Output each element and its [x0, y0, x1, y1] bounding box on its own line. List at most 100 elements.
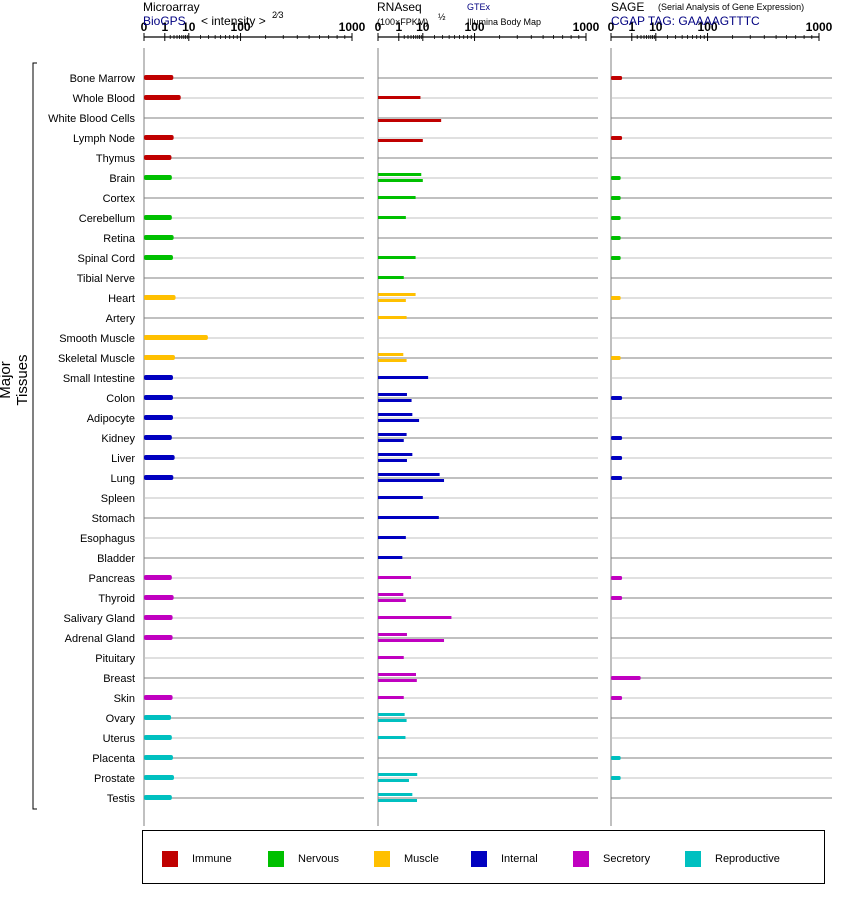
- tissue-label: Bladder: [97, 553, 135, 565]
- microarray-tick-label: 10: [182, 20, 196, 34]
- rnaseq-gtex-bar: [378, 656, 404, 659]
- legend-label-immune: Immune: [192, 853, 232, 865]
- sage-tick-label: 1: [628, 20, 635, 34]
- tissue-label: Brain: [109, 173, 135, 185]
- tissue-label: Cerebellum: [79, 213, 135, 225]
- legend-item-muscle: Muscle: [374, 851, 439, 867]
- legend-label-secretory: Secretory: [603, 853, 651, 865]
- rnaseq-tick-label: 10: [416, 20, 430, 34]
- microarray-bar: [144, 155, 172, 160]
- rnaseq-gtex-bar: [378, 593, 404, 596]
- sage-bar: [611, 476, 623, 480]
- microarray-bar: [144, 355, 175, 360]
- rnaseq-gtex-bar: [378, 616, 452, 619]
- tissue-label: Ovary: [106, 713, 136, 725]
- tissue-label: Salivary Gland: [63, 613, 135, 625]
- legend-item-internal: Internal: [471, 851, 538, 867]
- microarray-tick-label: 1000: [339, 20, 366, 34]
- sage-bar: [611, 436, 623, 440]
- legend-swatch-internal: [471, 851, 487, 867]
- microarray-bar: [144, 575, 172, 580]
- tissue-label: Breast: [103, 673, 135, 685]
- tissue-label: Retina: [103, 233, 136, 245]
- rnaseq-ibm-bar: [378, 359, 407, 362]
- microarray-bar: [144, 595, 174, 600]
- sage-tick-label: 0: [608, 20, 615, 34]
- legend-label-nervous: Nervous: [298, 853, 339, 865]
- rnaseq-gtex-bar: [378, 453, 413, 456]
- tissue-label: Lymph Node: [73, 133, 135, 145]
- legend-swatch-immune: [162, 851, 178, 867]
- legend-swatch-secretory: [573, 851, 589, 867]
- sage-tick-label: 10: [649, 20, 663, 34]
- rnaseq-gtex-bar: [378, 96, 421, 99]
- tissue-label: Tibial Nerve: [77, 273, 135, 285]
- rnaseq-ibm-bar: [378, 139, 423, 142]
- sage-bar: [611, 76, 623, 80]
- rnaseq-source-ibm: Illumina Body Map: [467, 17, 542, 27]
- microarray-source: BioGPS: [143, 14, 186, 28]
- tissue-label: Stomach: [92, 513, 135, 525]
- sage-bar: [611, 396, 623, 400]
- microarray-bar: [144, 475, 174, 480]
- tissue-label: White Blood Cells: [48, 113, 135, 125]
- microarray-bar: [144, 635, 173, 640]
- rnaseq-ibm-bar: [378, 179, 423, 182]
- tissue-label: Spinal Cord: [78, 253, 135, 265]
- microarray-bar: [144, 255, 173, 260]
- rnaseq-gtex-bar: [378, 216, 406, 219]
- sage-bar: [611, 256, 621, 260]
- microarray-bar: [144, 795, 172, 800]
- tissue-label: Cortex: [103, 193, 136, 205]
- tissue-label: Bone Marrow: [70, 73, 135, 85]
- legend-item-reproductive: Reproductive: [685, 851, 780, 867]
- tissue-label: Skin: [114, 693, 135, 705]
- rnaseq-ibm-bar: [378, 439, 404, 442]
- tissue-label: Colon: [106, 393, 135, 405]
- sage-subtitle: (Serial Analysis of Gene Expression): [658, 2, 805, 12]
- rnaseq-tick-label: 1: [395, 20, 402, 34]
- y-axis-label: Major Tissues: [0, 354, 31, 406]
- legend-item-immune: Immune: [162, 851, 232, 867]
- rnaseq-gtex-bar: [378, 793, 413, 796]
- tissue-label: Prostate: [94, 773, 135, 785]
- tissue-label: Smooth Muscle: [59, 333, 135, 345]
- sage-title: SAGE: [611, 0, 645, 14]
- rnaseq-gtex-bar: [378, 316, 407, 319]
- rnaseq-tick-label: 1000: [573, 20, 600, 34]
- legend-swatch-nervous: [268, 851, 284, 867]
- tissue-label: Uterus: [103, 733, 136, 745]
- microarray-bar: [144, 755, 173, 760]
- rnaseq-gtex-bar: [378, 536, 406, 539]
- microarray-bar: [144, 135, 174, 140]
- microarray-bar: [144, 695, 173, 700]
- rnaseq-ibm-bar: [378, 799, 418, 802]
- tissue-label: Placenta: [92, 753, 136, 765]
- rnaseq-gtex-bar: [378, 473, 440, 476]
- rnaseq-gtex-bar: [378, 556, 403, 559]
- rnaseq-ibm-bar: [378, 399, 412, 402]
- rnaseq-gtex-bar: [378, 196, 416, 199]
- microarray-tick-label: 1: [161, 20, 168, 34]
- tissue-label: Adrenal Gland: [65, 633, 135, 645]
- sage-bar: [611, 776, 621, 780]
- rnaseq-ibm-bar: [378, 719, 407, 722]
- legend-item-secretory: Secretory: [573, 851, 650, 867]
- rnaseq-gtex-bar: [378, 376, 429, 379]
- microarray-bar: [144, 235, 174, 240]
- rnaseq-tick-label: 0: [375, 20, 382, 34]
- microarray-bar: [144, 435, 172, 440]
- y-axis-bracket: [32, 62, 37, 810]
- tissue-label: Liver: [111, 453, 135, 465]
- rnaseq-gtex-bar: [378, 353, 404, 356]
- rnaseq-gtex-bar: [378, 393, 407, 396]
- legend: Immune Nervous Muscle Internal Secretory…: [142, 830, 825, 884]
- sage-bar: [611, 756, 621, 760]
- rnaseq-gtex-bar: [378, 516, 439, 519]
- rnaseq-gtex-bar: [378, 633, 407, 636]
- microarray-bar: [144, 295, 176, 300]
- microarray-bar: [144, 415, 173, 420]
- sage-bar: [611, 136, 623, 140]
- tissue-label: Pancreas: [89, 573, 136, 585]
